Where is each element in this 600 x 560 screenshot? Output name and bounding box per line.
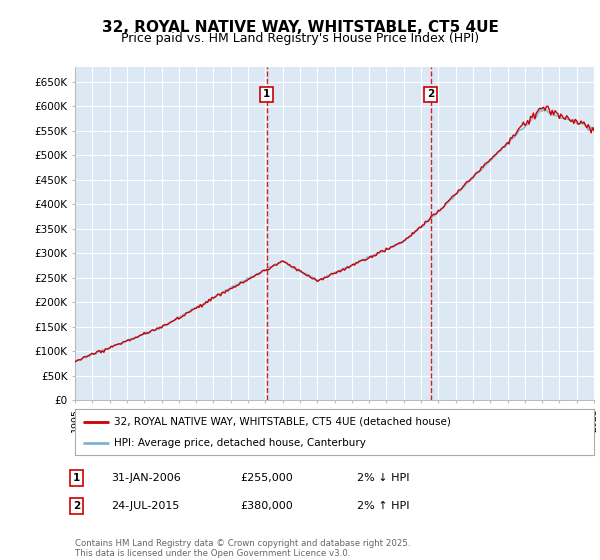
Text: Contains HM Land Registry data © Crown copyright and database right 2025.
This d: Contains HM Land Registry data © Crown c…: [75, 539, 410, 558]
Text: 2% ↓ HPI: 2% ↓ HPI: [357, 473, 409, 483]
Text: £380,000: £380,000: [240, 501, 293, 511]
Text: 31-JAN-2006: 31-JAN-2006: [111, 473, 181, 483]
Text: 2% ↑ HPI: 2% ↑ HPI: [357, 501, 409, 511]
Text: 2: 2: [73, 501, 80, 511]
Text: HPI: Average price, detached house, Canterbury: HPI: Average price, detached house, Cant…: [114, 438, 366, 448]
Text: Price paid vs. HM Land Registry's House Price Index (HPI): Price paid vs. HM Land Registry's House …: [121, 32, 479, 45]
Text: 24-JUL-2015: 24-JUL-2015: [111, 501, 179, 511]
Text: 32, ROYAL NATIVE WAY, WHITSTABLE, CT5 4UE (detached house): 32, ROYAL NATIVE WAY, WHITSTABLE, CT5 4U…: [114, 417, 451, 427]
Text: 32, ROYAL NATIVE WAY, WHITSTABLE, CT5 4UE: 32, ROYAL NATIVE WAY, WHITSTABLE, CT5 4U…: [101, 20, 499, 35]
Text: 1: 1: [73, 473, 80, 483]
Text: 2: 2: [427, 89, 434, 99]
Text: £255,000: £255,000: [240, 473, 293, 483]
Text: 1: 1: [263, 89, 271, 99]
